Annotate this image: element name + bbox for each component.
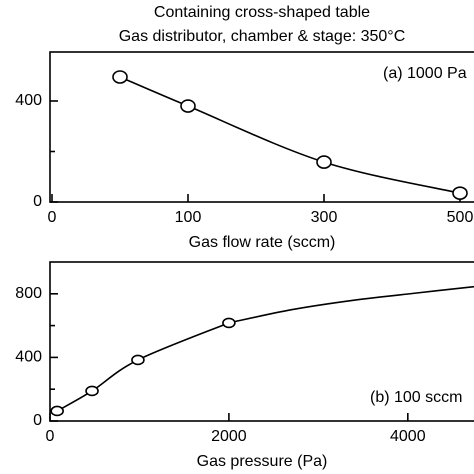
y-tick-label: 800 xyxy=(15,285,42,302)
data-point xyxy=(180,99,196,113)
x-tick-label: 0 xyxy=(46,428,55,445)
x-tick-label: 4000 xyxy=(390,428,426,445)
y-tick-label: 400 xyxy=(15,349,42,366)
x-tick-label: 500 xyxy=(447,209,474,226)
x-tick-label: 0 xyxy=(48,209,57,226)
data-point xyxy=(85,385,99,397)
data-point xyxy=(112,70,128,84)
y-tick-label: 0 xyxy=(33,193,42,210)
annotation: (a) 1000 Pa xyxy=(383,65,467,82)
data-point xyxy=(316,155,332,169)
data-point xyxy=(131,354,145,366)
chart-subtitle: Gas distributor, chamber & stage: 350°C xyxy=(119,28,406,45)
x-axis-label: Gas pressure (Pa) xyxy=(197,453,328,470)
data-point xyxy=(50,405,64,417)
x-tick-label: 300 xyxy=(311,209,338,226)
fit-line xyxy=(228,285,474,324)
y-tick-label: 400 xyxy=(15,92,42,109)
annotation: (b) 100 sccm xyxy=(370,389,462,406)
data-line xyxy=(56,322,230,412)
y-tick-label: 0 xyxy=(33,412,42,429)
data-point xyxy=(222,317,236,329)
chart-title: Containing cross-shaped table xyxy=(154,4,370,21)
x-tick-label: 2000 xyxy=(211,428,247,445)
x-axis-label: Gas flow rate (sccm) xyxy=(189,234,336,251)
data-point xyxy=(452,186,468,200)
plot-frame xyxy=(49,261,474,422)
x-tick-label: 100 xyxy=(175,209,202,226)
plot-frame xyxy=(49,51,474,203)
data-line xyxy=(119,76,461,194)
